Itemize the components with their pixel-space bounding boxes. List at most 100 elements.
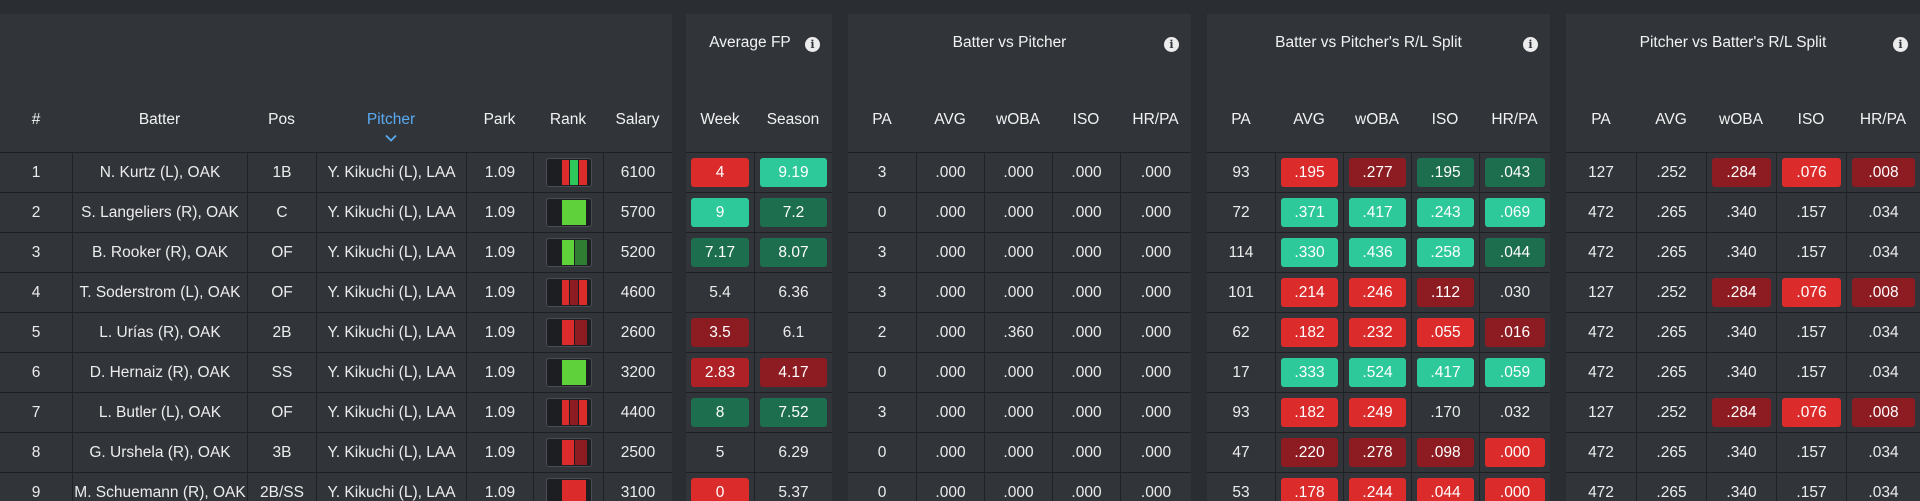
cell-num-text: 4	[31, 283, 41, 301]
col-header-park[interactable]: Park	[483, 111, 516, 128]
table-row[interactable]: 472 .265 .340 .157 .034	[1566, 192, 1920, 232]
cell-batter-text: G. Urshela (R), OAK	[89, 443, 231, 461]
table-row[interactable]: 101 .214 .246 .112 .030	[1207, 272, 1550, 312]
col-header-avg[interactable]: AVG	[1293, 111, 1325, 128]
col-header-hrpa[interactable]: HR/PA	[1132, 111, 1179, 128]
table-row[interactable]: 3.5 6.1	[686, 312, 832, 352]
table-row[interactable]: 7 L. Butler (L), OAK OF Y. Kikuchi (L), LAA…	[0, 392, 672, 432]
table-row[interactable]: 5 L. Urías (R), OAK 2B Y. Kikuchi (L), LAA 1…	[0, 312, 672, 352]
cell-num-text: 6	[31, 363, 41, 381]
col-header-pitcher[interactable]: Pitcher	[316, 92, 466, 148]
cell-hrpa-value: .034	[1868, 483, 1899, 501]
info-icon[interactable]: i	[1893, 37, 1908, 52]
cell-week-value: 2.83	[691, 358, 749, 387]
cell-pa-value: 47	[1232, 443, 1250, 461]
table-row[interactable]: 5.4 6.36	[686, 272, 832, 312]
cell-avg: .000	[916, 273, 984, 312]
col-header-woba[interactable]: wOBA	[996, 111, 1040, 128]
table-row[interactable]: 3 .000 .000 .000 .000	[848, 152, 1191, 192]
table-row[interactable]: 7.17 8.07	[686, 232, 832, 272]
table-row[interactable]: 9 M. Schuemann (R), OAK 2B/SS Y. Kikuchi (L…	[0, 472, 672, 501]
col-header-hrpa[interactable]: HR/PA	[1491, 111, 1538, 128]
info-icon[interactable]: i	[805, 37, 820, 52]
col-header-rank[interactable]: Rank	[549, 111, 587, 128]
cell-park: 1.09	[466, 433, 533, 472]
table-row[interactable]: 5 6.29	[686, 432, 832, 472]
table-row[interactable]: 0 5.37	[686, 472, 832, 501]
table-row[interactable]: 4 9.19	[686, 152, 832, 192]
table-row[interactable]: 6 D. Hernaiz (R), OAK SS Y. Kikuchi (L), LA…	[0, 352, 672, 392]
info-icon[interactable]: i	[1164, 37, 1179, 52]
cell-hrpa-value: .000	[1485, 438, 1545, 467]
table-row[interactable]: 472 .265 .340 .157 .034	[1566, 352, 1920, 392]
col-header-iso[interactable]: ISO	[1797, 111, 1825, 128]
table-row[interactable]: 127 .252 .284 .076 .008	[1566, 152, 1920, 192]
table-row[interactable]: 93 .195 .277 .195 .043	[1207, 152, 1550, 192]
table-row[interactable]: 9 7.2	[686, 192, 832, 232]
batter-vs-pitcher-split-title: Batter vs Pitcher's R/L Split	[1275, 34, 1462, 51]
col-header-pa[interactable]: PA	[1591, 111, 1611, 128]
table-row[interactable]: 8 G. Urshela (R), OAK 3B Y. Kikuchi (L), LA…	[0, 432, 672, 472]
cell-iso-value: .112	[1417, 278, 1474, 307]
table-row[interactable]: 47 .220 .278 .098 .000	[1207, 432, 1550, 472]
cell-iso: .195	[1411, 153, 1479, 192]
col-header-pos[interactable]: Pos	[268, 111, 295, 128]
table-row[interactable]: 0 .000 .000 .000 .000	[848, 432, 1191, 472]
table-row[interactable]: 4 T. Soderstrom (L), OAK OF Y. Kikuchi (L),…	[0, 272, 672, 312]
table-row[interactable]: 62 .182 .232 .055 .016	[1207, 312, 1550, 352]
table-row[interactable]: 472 .265 .340 .157 .034	[1566, 432, 1920, 472]
table-row[interactable]: 127 .252 .284 .076 .008	[1566, 392, 1920, 432]
col-header-hrpa[interactable]: HR/PA	[1859, 111, 1907, 128]
cell-pa: 93	[1207, 153, 1275, 192]
table-row[interactable]: 53 .178 .244 .044 .000	[1207, 472, 1550, 501]
table-row[interactable]: 127 .252 .284 .076 .008	[1566, 272, 1920, 312]
cell-pa-value: 472	[1588, 323, 1614, 341]
cell-hrpa-value: .032	[1499, 403, 1531, 421]
cell-hrpa: .000	[1120, 233, 1191, 272]
table-row[interactable]: 3 .000 .000 .000 .000	[848, 392, 1191, 432]
cell-avg: .265	[1636, 473, 1706, 501]
cell-woba-value: .360	[1003, 323, 1034, 341]
col-header-pa[interactable]: PA	[872, 111, 892, 128]
col-header-iso[interactable]: ISO	[1072, 111, 1100, 128]
cell-iso: .076	[1776, 153, 1846, 192]
cell-week-value: 5	[715, 443, 725, 461]
table-row[interactable]: 8 7.52	[686, 392, 832, 432]
table-row[interactable]: 1 N. Kurtz (L), OAK 1B Y. Kikuchi (L), LAA 1…	[0, 152, 672, 192]
cell-batter: G. Urshela (R), OAK	[72, 433, 247, 472]
table-row[interactable]: 2.83 4.17	[686, 352, 832, 392]
table-row[interactable]: 0 .000 .000 .000 .000	[848, 472, 1191, 501]
col-header-salary[interactable]: Salary	[615, 111, 660, 128]
col-header-season[interactable]: Season	[766, 111, 820, 128]
table-row[interactable]: 3 B. Rooker (R), OAK OF Y. Kikuchi (L), LAA…	[0, 232, 672, 272]
cell-woba-value: .284	[1712, 158, 1771, 187]
cell-avg-value: .195	[1281, 158, 1338, 187]
col-header-iso[interactable]: ISO	[1431, 111, 1459, 128]
col-header-woba[interactable]: wOBA	[1355, 111, 1399, 128]
table-row[interactable]: 472 .265 .340 .157 .034	[1566, 232, 1920, 272]
col-header-avg[interactable]: AVG	[1655, 111, 1687, 128]
table-row[interactable]: 2 S. Langeliers (R), OAK C Y. Kikuchi (L), …	[0, 192, 672, 232]
table-row[interactable]: 0 .000 .000 .000 .000	[848, 192, 1191, 232]
col-header-woba[interactable]: wOBA	[1719, 111, 1763, 128]
col-header-avg[interactable]: AVG	[934, 111, 966, 128]
table-row[interactable]: 17 .333 .524 .417 .059	[1207, 352, 1550, 392]
cell-woba: .000	[984, 193, 1052, 232]
table-row[interactable]: 2 .000 .360 .000 .000	[848, 312, 1191, 352]
table-row[interactable]: 472 .265 .340 .157 .034	[1566, 312, 1920, 352]
cell-num-text: 3	[31, 243, 41, 261]
cell-hrpa-value: .034	[1868, 323, 1899, 341]
info-icon[interactable]: i	[1523, 37, 1538, 52]
col-header-batter[interactable]: Batter	[138, 111, 181, 128]
col-header-num[interactable]: #	[31, 111, 41, 128]
table-row[interactable]: 93 .182 .249 .170 .032	[1207, 392, 1550, 432]
table-row[interactable]: 472 .265 .340 .157 .034	[1566, 472, 1920, 501]
table-row[interactable]: 114 .330 .436 .258 .044	[1207, 232, 1550, 272]
table-row[interactable]: 3 .000 .000 .000 .000	[848, 232, 1191, 272]
col-header-pa[interactable]: PA	[1231, 111, 1251, 128]
cell-hrpa-value: .008	[1852, 158, 1915, 187]
table-row[interactable]: 3 .000 .000 .000 .000	[848, 272, 1191, 312]
col-header-week[interactable]: Week	[700, 111, 740, 128]
table-row[interactable]: 0 .000 .000 .000 .000	[848, 352, 1191, 392]
table-row[interactable]: 72 .371 .417 .243 .069	[1207, 192, 1550, 232]
